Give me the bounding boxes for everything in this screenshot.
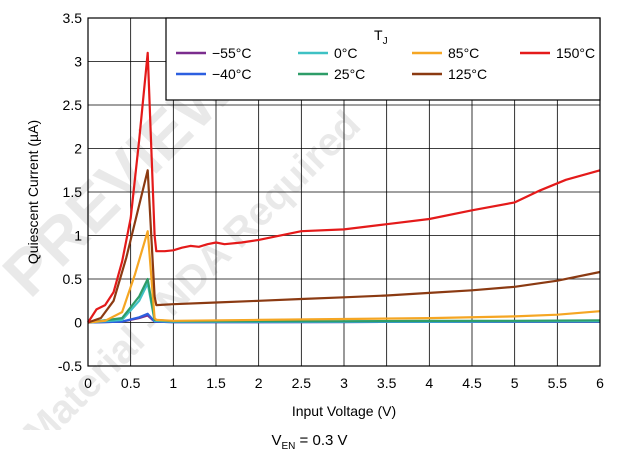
x-tick-label: 2.5	[292, 375, 312, 391]
legend-title: TJ	[374, 27, 388, 47]
legend-items: −55°C −40°C 0°C 25°C 85°C 125°C 150°C	[176, 45, 595, 82]
y-tick-labels: -0.5 0 0.5 1 1.5 2 2.5 3 3.5	[58, 10, 82, 374]
x-tick-label: 1.5	[206, 375, 226, 391]
quiescent-current-chart: PREVIEW Material - NDA Required 0 0.5 1 1.5…	[0, 10, 604, 430]
y-tick-label: 1	[74, 228, 82, 244]
y-tick-label: 3.5	[63, 10, 83, 26]
y-axis-label: Quiescent Current (µA)	[25, 120, 41, 264]
legend-item-label: −55°C	[212, 45, 251, 61]
y-tick-label: 1.5	[63, 184, 83, 200]
y-tick-label: 3	[74, 54, 82, 70]
y-tick-label: 0.5	[63, 271, 83, 287]
x-tick-label: 0.5	[121, 375, 141, 391]
legend-item-label: 150°C	[556, 45, 595, 61]
series-line	[87, 169, 601, 324]
x-tick-label: 5	[511, 375, 519, 391]
x-axis-label: Input Voltage (V)	[292, 403, 396, 419]
x-tick-label: 6	[596, 375, 604, 391]
legend-item-label: 0°C	[334, 45, 358, 61]
x-tick-label: 3	[340, 375, 348, 391]
x-tick-labels: 0 0.5 1 1.5 2 2.5 3 3.5 4 4.5 5 5.5 6	[84, 375, 604, 391]
legend: TJ −55°C −40°C 0°C 25°C 85°C 125°C 150°C	[165, 17, 601, 101]
caption-rest: = 0.3 V	[295, 432, 348, 449]
caption-sub: EN	[281, 441, 296, 452]
x-tick-label: 2	[255, 375, 263, 391]
legend-item-label: 85°C	[448, 45, 479, 61]
series-line	[87, 51, 601, 324]
y-tick-label: 2.5	[63, 97, 83, 113]
legend-title-main: T	[374, 27, 383, 43]
x-tick-label: 1	[169, 375, 177, 391]
y-tick-label: 2	[74, 141, 82, 157]
series-line	[87, 230, 601, 324]
legend-item-label: −40°C	[212, 66, 251, 82]
caption-main: V	[271, 432, 282, 449]
y-tick-label: -0.5	[58, 358, 82, 374]
x-tick-label: 3.5	[377, 375, 397, 391]
series-lines	[87, 51, 601, 324]
x-tick-label: 5.5	[548, 375, 568, 391]
x-tick-label: 4.5	[462, 375, 482, 391]
y-tick-label: 0	[74, 315, 82, 331]
legend-title-sub: J	[383, 36, 388, 47]
watermark: PREVIEW Material - NDA Required	[0, 50, 369, 430]
caption: VEN = 0.3 V	[0, 432, 619, 452]
legend-item-label: 25°C	[334, 66, 365, 82]
legend-item-label: 125°C	[448, 66, 487, 82]
x-tick-label: 0	[84, 375, 92, 391]
legend-box	[165, 17, 601, 101]
x-tick-label: 4	[425, 375, 433, 391]
